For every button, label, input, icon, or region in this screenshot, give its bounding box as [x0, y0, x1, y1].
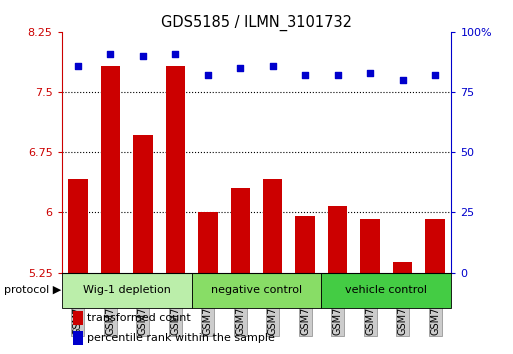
Point [74, 63, 82, 68]
Bar [295, 216, 315, 273]
Bar [101, 66, 120, 273]
Text: GSM737540: GSM737540 [73, 275, 83, 335]
Bar [425, 219, 445, 273]
Point [204, 72, 212, 78]
Text: GSM737546: GSM737546 [268, 275, 278, 335]
Point [333, 72, 342, 78]
Text: GSM737538: GSM737538 [398, 275, 408, 335]
Text: GSM737547: GSM737547 [300, 275, 310, 335]
Text: GSM737545: GSM737545 [235, 275, 245, 335]
Bar [393, 262, 412, 273]
Bar [191, 273, 322, 308]
Point [139, 53, 147, 59]
Text: vehicle control: vehicle control [345, 285, 427, 295]
Point [171, 51, 180, 56]
Bar [73, 312, 83, 325]
Text: protocol ▶: protocol ▶ [4, 285, 62, 295]
Bar [73, 331, 83, 345]
Point [366, 70, 374, 76]
Bar [166, 66, 185, 273]
Bar [62, 273, 191, 308]
Text: GSM737543: GSM737543 [170, 275, 180, 335]
Point [301, 72, 309, 78]
Bar [133, 135, 152, 273]
Bar [198, 212, 218, 273]
Bar [263, 179, 283, 273]
Text: GSM737541: GSM737541 [105, 275, 115, 335]
Bar [68, 179, 88, 273]
Text: transformed count: transformed count [87, 313, 191, 323]
Point [269, 63, 277, 68]
Point [106, 51, 114, 56]
Bar [230, 188, 250, 273]
Title: GDS5185 / ILMN_3101732: GDS5185 / ILMN_3101732 [161, 14, 352, 30]
Text: GSM737542: GSM737542 [138, 275, 148, 335]
Text: GSM737544: GSM737544 [203, 275, 213, 335]
Bar [361, 219, 380, 273]
Point [236, 65, 244, 71]
Text: GSM737536: GSM737536 [333, 275, 343, 335]
Text: GSM737537: GSM737537 [365, 275, 375, 335]
Bar [322, 273, 451, 308]
Point [399, 77, 407, 83]
Bar [328, 206, 347, 273]
Text: negative control: negative control [211, 285, 302, 295]
Point [431, 72, 439, 78]
Text: GSM737539: GSM737539 [430, 275, 440, 335]
Text: Wig-1 depletion: Wig-1 depletion [83, 285, 170, 295]
Text: percentile rank within the sample: percentile rank within the sample [87, 333, 275, 343]
